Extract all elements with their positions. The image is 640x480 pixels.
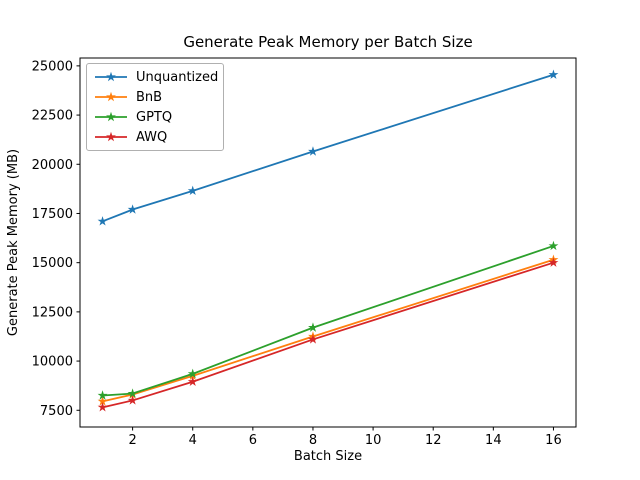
data-point-star-icon (548, 257, 559, 267)
data-point-star-icon (308, 334, 318, 344)
series-awq (97, 257, 559, 412)
legend-label: GPTQ (136, 109, 173, 125)
x-tick-label: 8 (309, 433, 317, 448)
legend-item-gptq: GPTQ (94, 107, 217, 127)
y-tick-label: 20000 (32, 158, 73, 173)
data-point-star-icon (187, 185, 198, 196)
axes-spines (79, 57, 577, 428)
legend-sample-star-icon (106, 71, 116, 82)
legend-item-unquantized: Unquantized (94, 67, 219, 87)
series-unquantized (97, 69, 559, 226)
data-point-star-icon (187, 368, 198, 379)
data-point-star-icon (97, 396, 108, 406)
y-axis-label: Generate Peak Memory (MB) (6, 149, 21, 336)
series-line (101, 258, 555, 403)
data-point-star-icon (97, 216, 108, 226)
x-tick-label: 10 (365, 433, 382, 448)
x-tick-label: 14 (485, 433, 502, 448)
legend-label: AWQ (136, 129, 168, 145)
y-tick-label: 17500 (32, 207, 73, 222)
legend-sample-star-icon (106, 91, 116, 102)
x-tick-label: 2 (128, 433, 136, 448)
legend-line-star-icon (95, 111, 127, 122)
x-tick-label: 4 (189, 433, 197, 448)
chart-title: Generate Peak Memory per Batch Size (183, 33, 472, 51)
data-point-star-icon (97, 402, 108, 412)
data-point-star-icon (548, 240, 559, 251)
x-tick-label: 6 (249, 433, 257, 448)
y-tick-label: 25000 (32, 59, 73, 74)
legend-line-star-icon (95, 71, 127, 82)
legend-sample-star-icon (106, 111, 116, 122)
y-tick-label: 12500 (32, 305, 73, 320)
data-point-star-icon (308, 146, 318, 156)
series-line (101, 245, 555, 397)
data-point-star-icon (187, 376, 198, 386)
data-point-star-icon (127, 204, 138, 214)
y-tick-label: 22500 (32, 109, 73, 124)
data-point-star-icon (97, 390, 108, 400)
legend-label: BnB (136, 89, 163, 105)
y-tick-label: 10000 (32, 355, 73, 370)
data-point-star-icon (308, 322, 318, 332)
x-tick-label: 16 (545, 433, 562, 448)
legend-item-awq: AWQ (94, 127, 217, 147)
y-tick-label: 7500 (40, 404, 73, 419)
legend: Unquantized BnB GPTQ AWQ (86, 63, 224, 151)
y-tick-label: 15000 (32, 256, 73, 271)
plot-area: 2 4 6 8 10 12 14 16 7500 10000 12500 15000 17500 2000… (32, 57, 577, 448)
x-axis-label: Batch Size (294, 449, 362, 464)
legend-line-star-icon (95, 91, 127, 102)
legend-item-bnb: BnB (94, 87, 217, 107)
x-tick-label: 12 (425, 433, 442, 448)
legend-line-star-icon (95, 131, 127, 142)
legend-label: Unquantized (136, 69, 219, 85)
data-point-star-icon (548, 69, 559, 79)
series-line (101, 261, 555, 409)
data-point-star-icon (127, 388, 138, 398)
data-point-star-icon (127, 395, 138, 405)
series-gptq (97, 240, 559, 400)
legend-sample-star-icon (106, 131, 116, 142)
